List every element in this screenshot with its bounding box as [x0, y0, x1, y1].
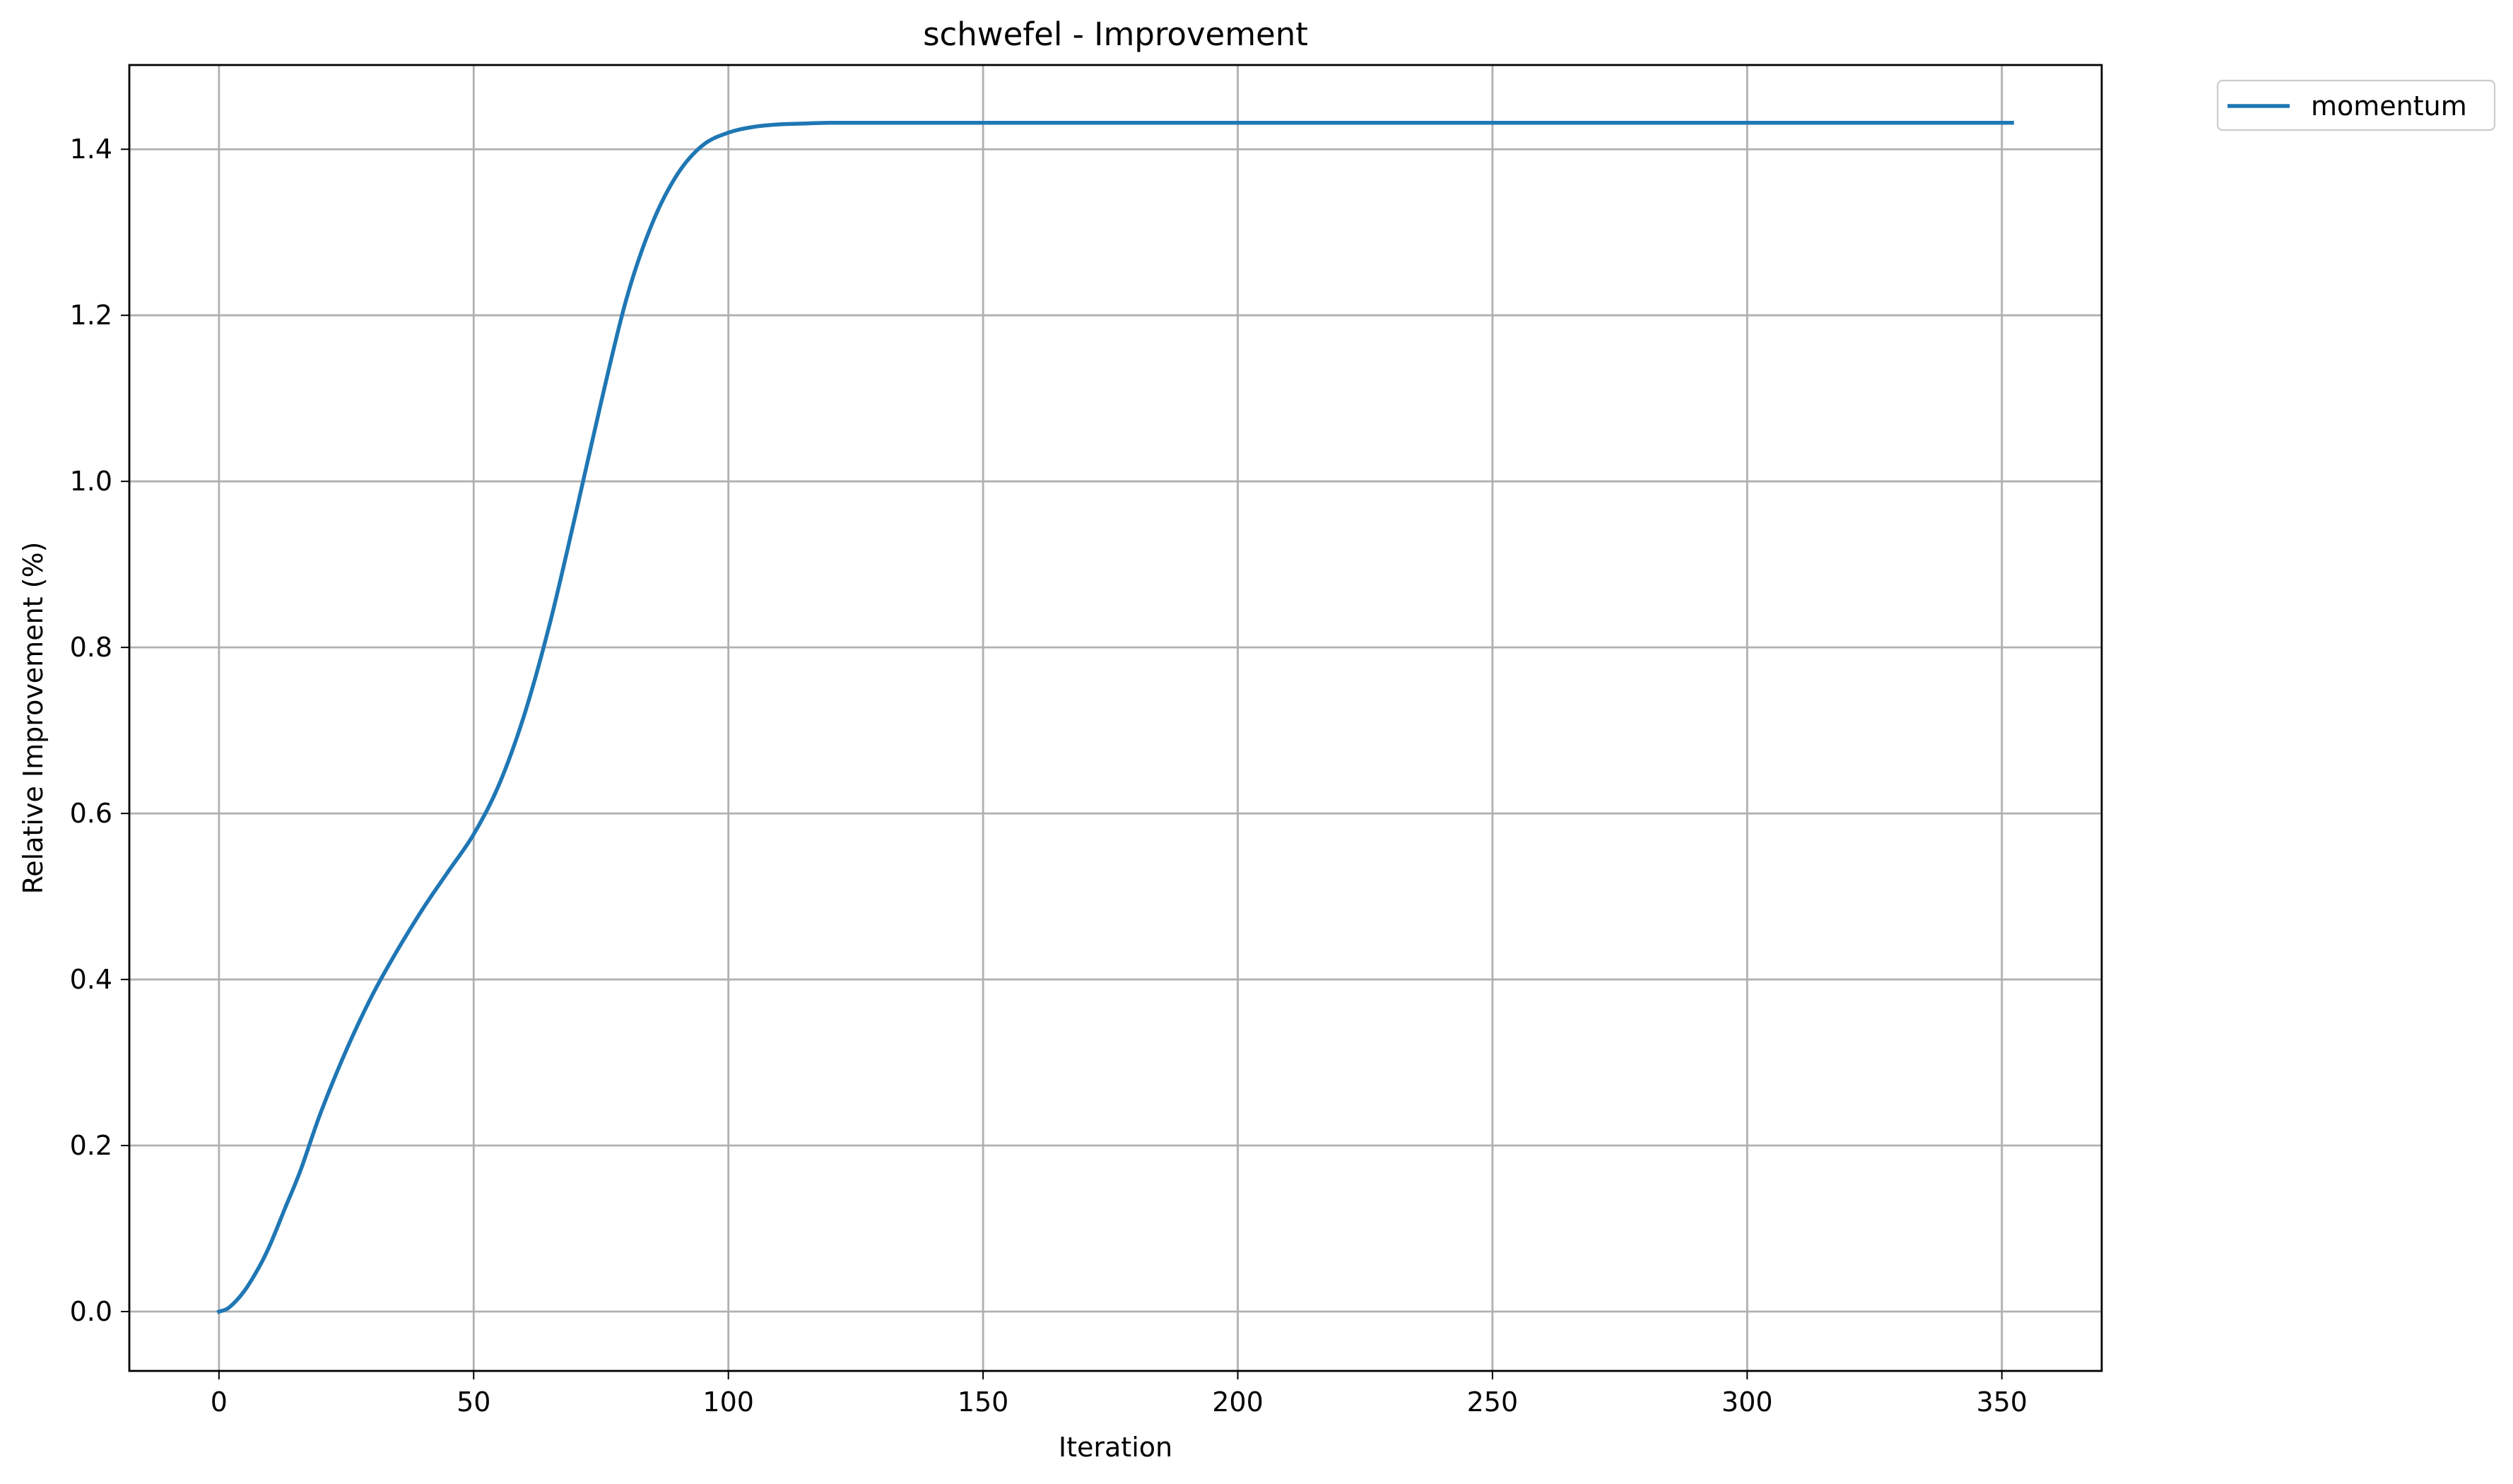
ticks: 0 50 100 150 200 250 300 350 0.0 0.2 0.4 0.6 0.8 1.0 1… — [70, 134, 2028, 1418]
plot-frame — [128, 64, 2103, 1372]
x-tick-label: 0 — [211, 1386, 228, 1418]
legend: momentum — [2216, 79, 2496, 131]
legend-box — [2216, 79, 2496, 131]
y-tick-label: 1.4 — [70, 134, 112, 165]
x-tick-label: 150 — [958, 1386, 1009, 1418]
x-tick-label: 200 — [1212, 1386, 1264, 1418]
x-tick-label: 350 — [1976, 1386, 2028, 1418]
x-tick-label: 300 — [1722, 1386, 1773, 1418]
grid — [129, 65, 2102, 1371]
y-tick-label: 0.8 — [70, 632, 112, 663]
series-line-momentum — [216, 120, 2014, 1314]
y-tick-label: 0.0 — [70, 1296, 112, 1327]
x-tick-label: 250 — [1467, 1386, 1519, 1418]
y-tick-label: 1.0 — [70, 466, 112, 497]
x-axis-label: Iteration — [1059, 1432, 1172, 1463]
x-tick-label: 50 — [457, 1386, 490, 1418]
series-layer — [216, 120, 2014, 1314]
y-tick-label: 0.2 — [70, 1130, 112, 1161]
y-tick-label: 0.6 — [70, 798, 112, 829]
x-tick-label: 100 — [702, 1386, 754, 1418]
legend-label-momentum: momentum — [2311, 90, 2467, 122]
y-tick-label: 0.4 — [70, 964, 112, 995]
chart-title: schwefel - Improvement — [923, 16, 1308, 53]
y-axis-label: Relative Improvement (%) — [18, 542, 49, 895]
y-tick-label: 1.2 — [70, 300, 112, 331]
